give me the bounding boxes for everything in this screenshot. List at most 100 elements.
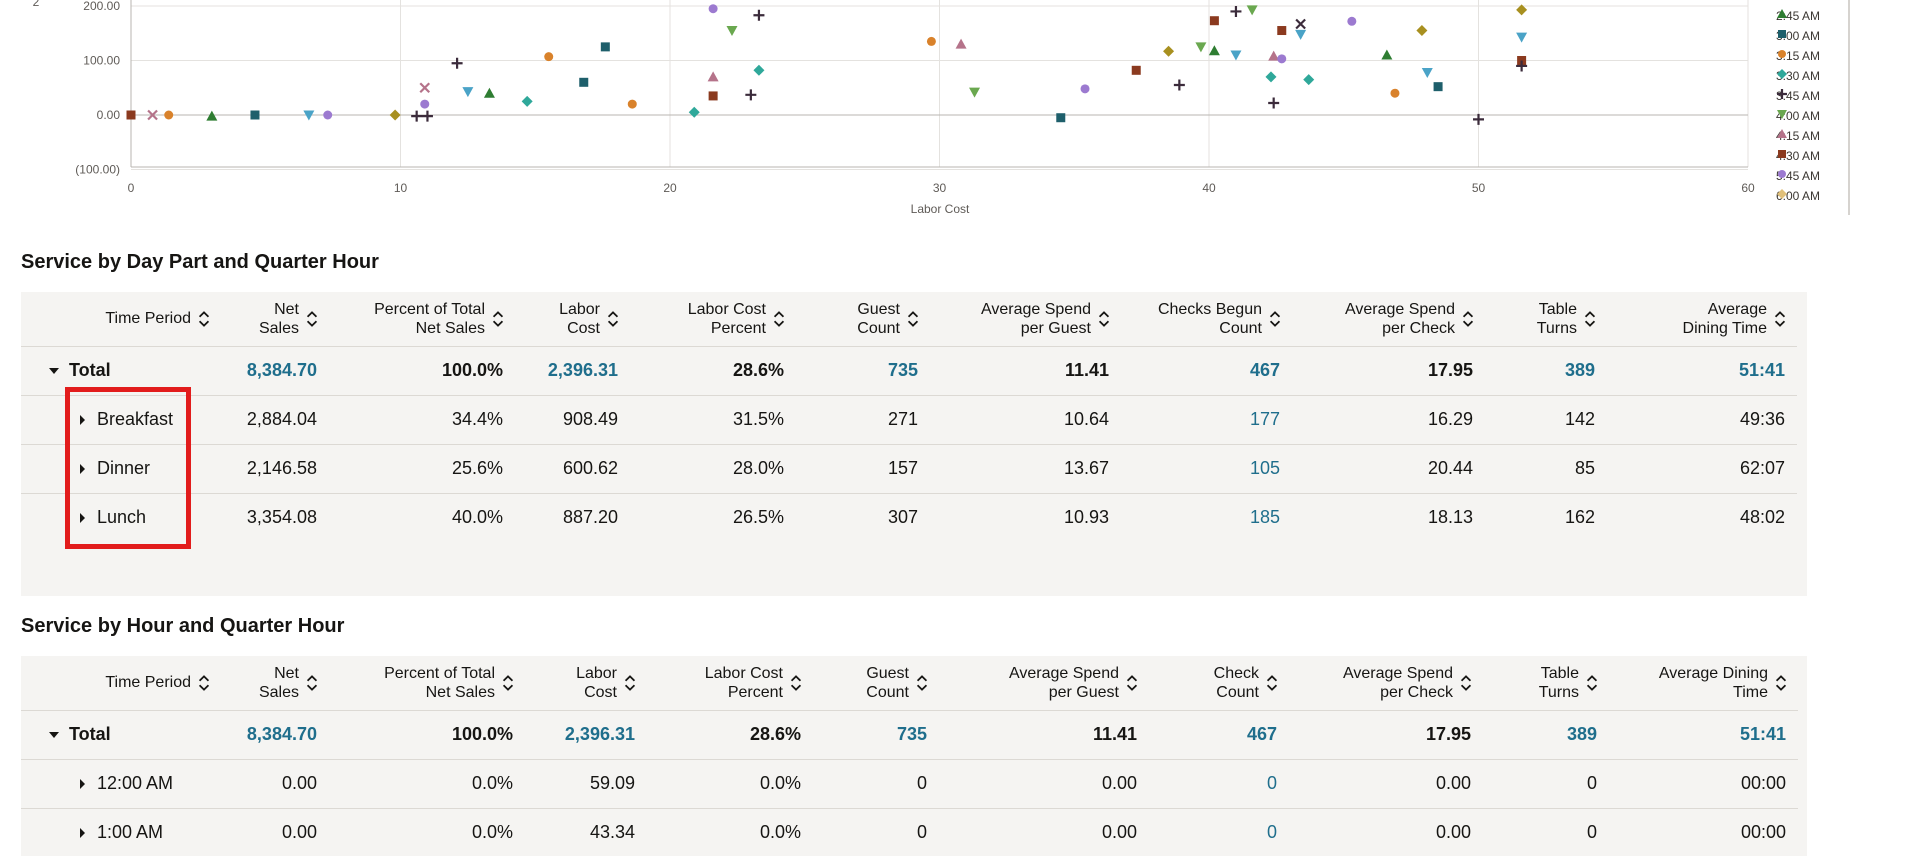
- legend-item[interactable]: 2:45 AM: [1776, 8, 1820, 24]
- data-point[interactable]: [1056, 113, 1066, 123]
- data-point[interactable]: [579, 77, 589, 87]
- legend-marker[interactable]: [1777, 89, 1787, 99]
- sort-icon[interactable]: [1459, 673, 1473, 693]
- row-label[interactable]: Dinner: [97, 458, 151, 478]
- data-point[interactable]: [1381, 49, 1393, 60]
- caret-down-icon[interactable]: [49, 730, 59, 740]
- table-cell-link[interactable]: 8,384.70: [221, 709, 329, 759]
- table-cell-link[interactable]: 735: [796, 345, 930, 395]
- legend-item[interactable]: 6:00 AM: [1776, 188, 1820, 204]
- data-point[interactable]: [1209, 16, 1219, 26]
- sort-icon[interactable]: [606, 309, 620, 329]
- table-cell-link[interactable]: 0: [1149, 807, 1289, 857]
- data-point[interactable]: [753, 64, 765, 76]
- legend-item[interactable]: 4:15 AM: [1776, 128, 1820, 144]
- table-cell-link[interactable]: 467: [1121, 345, 1292, 395]
- table-cell-link[interactable]: 389: [1483, 709, 1609, 759]
- data-point[interactable]: [1277, 54, 1287, 64]
- row-label[interactable]: Total: [69, 360, 111, 380]
- column-header[interactable]: Table Turns: [1485, 292, 1607, 346]
- data-point[interactable]: [1303, 74, 1315, 86]
- table-row-total[interactable]: Total 8,384.70 100.0% 2,396.31 28.6% 735 11.41…: [21, 345, 1797, 395]
- legend-item[interactable]: 5:45 AM: [1776, 168, 1820, 184]
- data-point[interactable]: [753, 9, 765, 21]
- data-point[interactable]: [521, 95, 533, 107]
- sort-icon[interactable]: [1268, 309, 1282, 329]
- data-point[interactable]: [627, 99, 637, 109]
- table-cell-link[interactable]: 735: [813, 709, 939, 759]
- column-header[interactable]: Percent of Total Net Sales: [329, 292, 515, 346]
- data-point[interactable]: [1230, 5, 1242, 17]
- row-label[interactable]: 12:00 AM: [97, 773, 174, 793]
- data-point[interactable]: [483, 87, 495, 98]
- data-point[interactable]: [1433, 82, 1443, 92]
- caret-down-icon[interactable]: [49, 366, 59, 376]
- sort-icon[interactable]: [305, 309, 319, 329]
- sort-icon[interactable]: [1265, 673, 1279, 693]
- data-point[interactable]: [745, 89, 757, 101]
- data-point[interactable]: [708, 91, 718, 101]
- data-point[interactable]: [420, 99, 430, 109]
- data-point[interactable]: [1131, 65, 1141, 75]
- data-point[interactable]: [1277, 26, 1287, 36]
- data-point[interactable]: [1347, 16, 1357, 26]
- caret-right-icon[interactable]: [77, 415, 87, 426]
- column-header[interactable]: Average Spend per Guest: [930, 292, 1121, 346]
- row-label-cell[interactable]: 12:00 AM: [21, 758, 221, 808]
- table-cell-link[interactable]: 8,384.70: [221, 345, 329, 395]
- column-header[interactable]: Net Sales: [221, 656, 329, 710]
- data-point[interactable]: [726, 26, 738, 37]
- sort-icon[interactable]: [491, 309, 505, 329]
- data-point[interactable]: [1268, 50, 1280, 61]
- column-header[interactable]: Average Spend per Guest: [939, 656, 1149, 710]
- sort-icon[interactable]: [1125, 673, 1139, 693]
- data-point[interactable]: [323, 110, 333, 120]
- sort-icon[interactable]: [501, 673, 515, 693]
- table-row[interactable]: 12:00 AM 0.00 0.0% 59.09 0.0% 0 0.00 0 0.00 0 00:0…: [21, 758, 1798, 808]
- column-header[interactable]: Net Sales: [221, 292, 329, 346]
- legend-item[interactable]: 3:00 AM: [1776, 28, 1820, 44]
- row-label-cell[interactable]: Total: [21, 709, 221, 759]
- table-cell-link[interactable]: 51:41: [1607, 345, 1797, 395]
- table-cell-link[interactable]: 177: [1121, 394, 1292, 444]
- table-cell-link[interactable]: 467: [1149, 709, 1289, 759]
- data-point[interactable]: [1268, 97, 1280, 109]
- legend-marker[interactable]: [1777, 189, 1787, 199]
- data-point[interactable]: [1246, 5, 1258, 16]
- data-point[interactable]: [389, 109, 401, 121]
- data-point[interactable]: [1163, 45, 1175, 57]
- data-point[interactable]: [1516, 60, 1528, 72]
- legend-marker[interactable]: [1778, 170, 1786, 178]
- column-header[interactable]: Guest Count: [813, 656, 939, 710]
- column-header[interactable]: Labor Cost Percent: [630, 292, 796, 346]
- sort-icon[interactable]: [1583, 309, 1597, 329]
- sort-icon[interactable]: [789, 673, 803, 693]
- sort-icon[interactable]: [1097, 309, 1111, 329]
- column-header[interactable]: Average Dining Time: [1609, 656, 1798, 710]
- column-header[interactable]: Average Spend per Check: [1289, 656, 1483, 710]
- sort-icon[interactable]: [1774, 673, 1788, 693]
- data-point[interactable]: [462, 87, 474, 98]
- caret-right-icon[interactable]: [77, 828, 87, 839]
- data-point[interactable]: [969, 87, 981, 98]
- data-point[interactable]: [926, 36, 936, 46]
- data-point[interactable]: [250, 110, 260, 120]
- legend-marker[interactable]: [1778, 50, 1786, 58]
- table-row[interactable]: Dinner 2,146.58 25.6% 600.62 28.0% 157 13.67 10…: [21, 443, 1797, 493]
- table-row[interactable]: Breakfast 2,884.04 34.4% 908.49 31.5% 271 10.6…: [21, 394, 1797, 444]
- legend-item[interactable]: 4:30 AM: [1776, 148, 1820, 164]
- legend-marker[interactable]: [1777, 129, 1787, 138]
- sort-icon[interactable]: [1585, 673, 1599, 693]
- data-point[interactable]: [1173, 79, 1185, 91]
- data-point[interactable]: [411, 110, 423, 122]
- data-point[interactable]: [707, 71, 719, 82]
- column-header[interactable]: Labor Cost: [515, 292, 630, 346]
- sort-icon[interactable]: [1773, 309, 1787, 329]
- data-point[interactable]: [1516, 32, 1528, 43]
- legend-item[interactable]: 3:15 AM: [1776, 48, 1820, 64]
- row-label-cell[interactable]: 1:00 AM: [21, 807, 221, 857]
- row-label[interactable]: Lunch: [97, 507, 147, 527]
- data-point[interactable]: [544, 52, 554, 62]
- data-point[interactable]: [1208, 45, 1220, 56]
- column-header[interactable]: Average Spend per Check: [1292, 292, 1485, 346]
